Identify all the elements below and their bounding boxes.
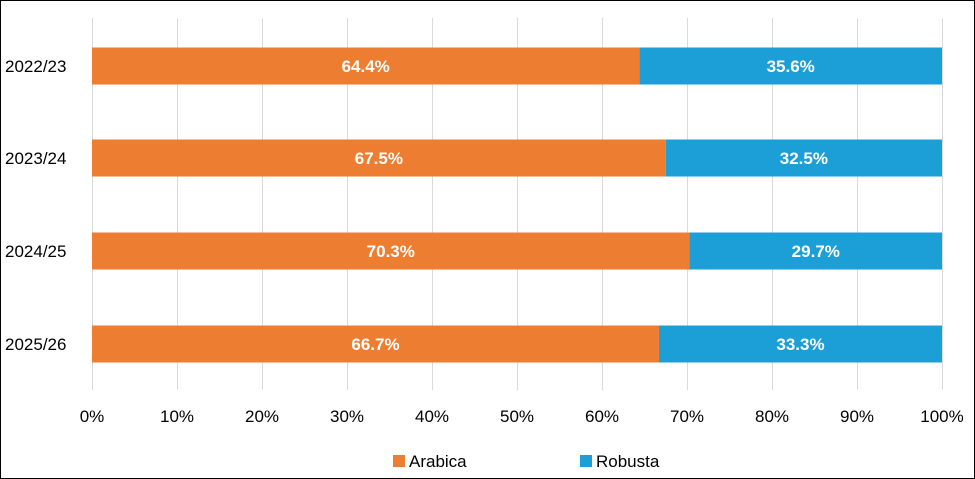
x-tick-label: 70% — [670, 407, 704, 426]
legend: Arabica Robusta — [393, 452, 660, 471]
bar-arabica-2022-23 — [92, 47, 640, 85]
data-label-robusta: 32.5% — [780, 149, 828, 168]
bar-robusta-2022-23 — [639, 47, 942, 85]
category-label: 2025/26 — [5, 335, 66, 354]
x-tick-label: 60% — [585, 407, 619, 426]
x-tick-label: 100% — [920, 407, 963, 426]
legend-label-robusta: Robusta — [596, 452, 660, 471]
x-axis-tick-labels: 0% 10% 20% 30% 40% 50% 60% 70% 80% 90% 100% — [80, 407, 964, 426]
bar-robusta-2024-25 — [689, 232, 942, 270]
legend-swatch-arabica — [393, 455, 405, 467]
bar-robusta-2023-24 — [665, 139, 942, 177]
category-labels: 2022/23 2023/24 2024/25 2025/26 — [5, 57, 66, 354]
category-label: 2024/25 — [5, 242, 66, 261]
bar-arabica-2024-25 — [92, 232, 690, 270]
x-tick-label: 20% — [245, 407, 279, 426]
x-tick-label: 40% — [415, 407, 449, 426]
x-tick-label: 10% — [160, 407, 194, 426]
x-tick-label: 30% — [330, 407, 364, 426]
data-label-arabica: 64.4% — [342, 57, 390, 76]
bar-arabica-2023-24 — [92, 139, 666, 177]
legend-label-arabica: Arabica — [409, 452, 467, 471]
bar-robusta-2025-26 — [658, 325, 942, 363]
data-label-robusta: 29.7% — [792, 242, 840, 261]
category-label: 2023/24 — [5, 149, 66, 168]
x-tick-label: 80% — [755, 407, 789, 426]
x-tick-label: 50% — [500, 407, 534, 426]
category-label: 2022/23 — [5, 57, 66, 76]
legend-swatch-robusta — [580, 455, 592, 467]
data-label-arabica: 66.7% — [351, 335, 399, 354]
x-tick-label: 0% — [80, 407, 105, 426]
data-label-robusta: 33.3% — [776, 335, 824, 354]
data-label-arabica: 70.3% — [367, 242, 415, 261]
data-label-robusta: 35.6% — [767, 57, 815, 76]
bars: 64.4% 35.6% 67.5% 32.5% 70.3% 29.7% 66.7% 33.3% — [92, 47, 942, 363]
data-label-arabica: 67.5% — [355, 149, 403, 168]
x-tick-label: 90% — [840, 407, 874, 426]
bar-arabica-2025-26 — [92, 325, 659, 363]
